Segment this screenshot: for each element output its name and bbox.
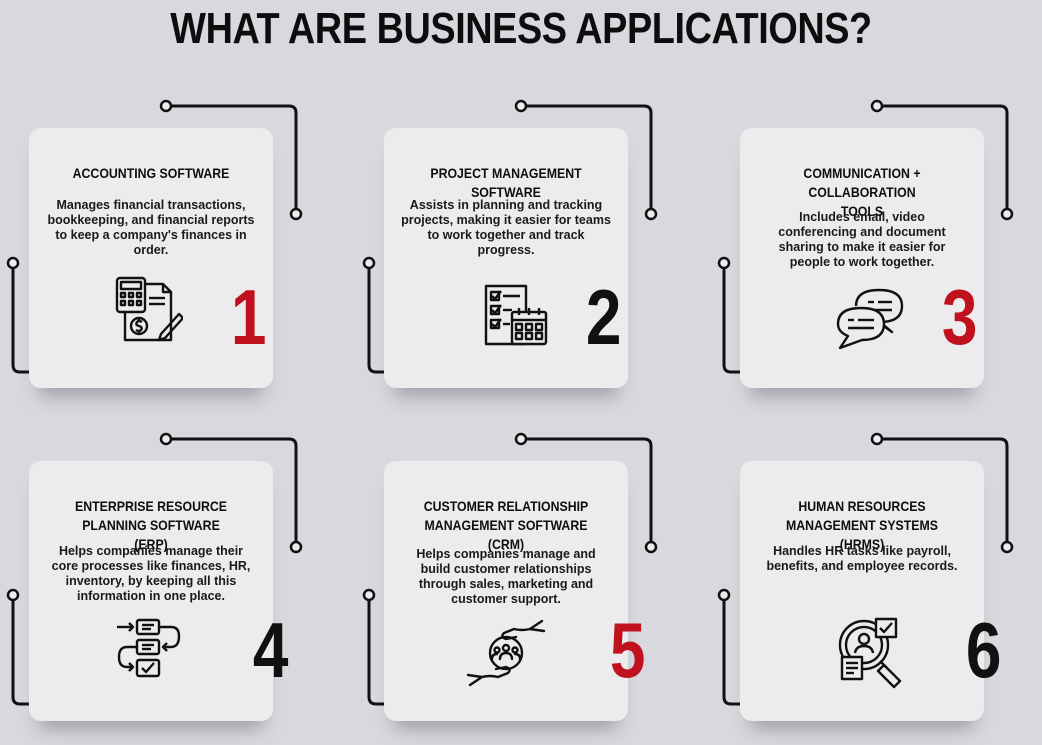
card-description: Helps companies manage and build custome… [416, 547, 596, 606]
card-number: 6 [965, 606, 1002, 694]
card-title: CUSTOMER RELATIONSHIP MANAGEMENT SOFTWAR… [423, 498, 589, 552]
card-number: 4 [252, 606, 289, 694]
card-title: HUMAN RESOURCES MANAGEMENT SYSTEMS (HRMS… [786, 498, 938, 552]
card-crm-software: CUSTOMER RELATIONSHIP MANAGEMENT SOFTWAR… [384, 461, 645, 721]
checklist-calendar-icon [484, 284, 548, 346]
hands-customers-icon [466, 619, 546, 687]
card-project-management-software: PROJECT MANAGEMENT SOFTWARE Assists in p… [384, 128, 628, 388]
card-hrms: HUMAN RESOURCES MANAGEMENT SYSTEMS (HRMS… [740, 461, 1001, 721]
card-communication-collaboration-tools: COMMUNICATION + COLLABORATION TOOLS Incl… [740, 128, 984, 388]
card-title: PROJECT MANAGEMENT SOFTWARE [430, 165, 582, 200]
chat-bubbles-icon [836, 288, 904, 350]
card-description: Manages financial transactions, bookkeep… [47, 198, 255, 257]
card-description: Includes email, video conferencing and d… [778, 210, 946, 269]
card-description: Handles HR tasks like payroll, benefits,… [766, 544, 958, 573]
card-description: Helps companies manage their core proces… [51, 544, 251, 603]
magnifier-profile-icon [838, 617, 902, 689]
card-number: 3 [941, 273, 978, 361]
card-title: ENTERPRISE RESOURCE PLANNING SOFTWARE (E… [75, 498, 227, 552]
card-title: ACCOUNTING SOFTWARE [72, 165, 230, 181]
card-title: COMMUNICATION + COLLABORATION TOOLS [803, 165, 921, 219]
card-number: 2 [585, 273, 622, 361]
process-flow-icon [117, 618, 181, 678]
card-description: Assists in planning and tracking project… [401, 198, 611, 257]
card-number: 5 [609, 606, 646, 694]
card-accounting-software: ACCOUNTING SOFTWARE Manages financial tr… [29, 128, 273, 388]
card-number: 1 [230, 273, 267, 361]
calculator-invoice-icon [115, 276, 183, 342]
card-erp-software: ENTERPRISE RESOURCE PLANNING SOFTWARE (E… [29, 461, 288, 721]
page-title: WHAT ARE BUSINESS APPLICATIONS? [170, 4, 872, 53]
